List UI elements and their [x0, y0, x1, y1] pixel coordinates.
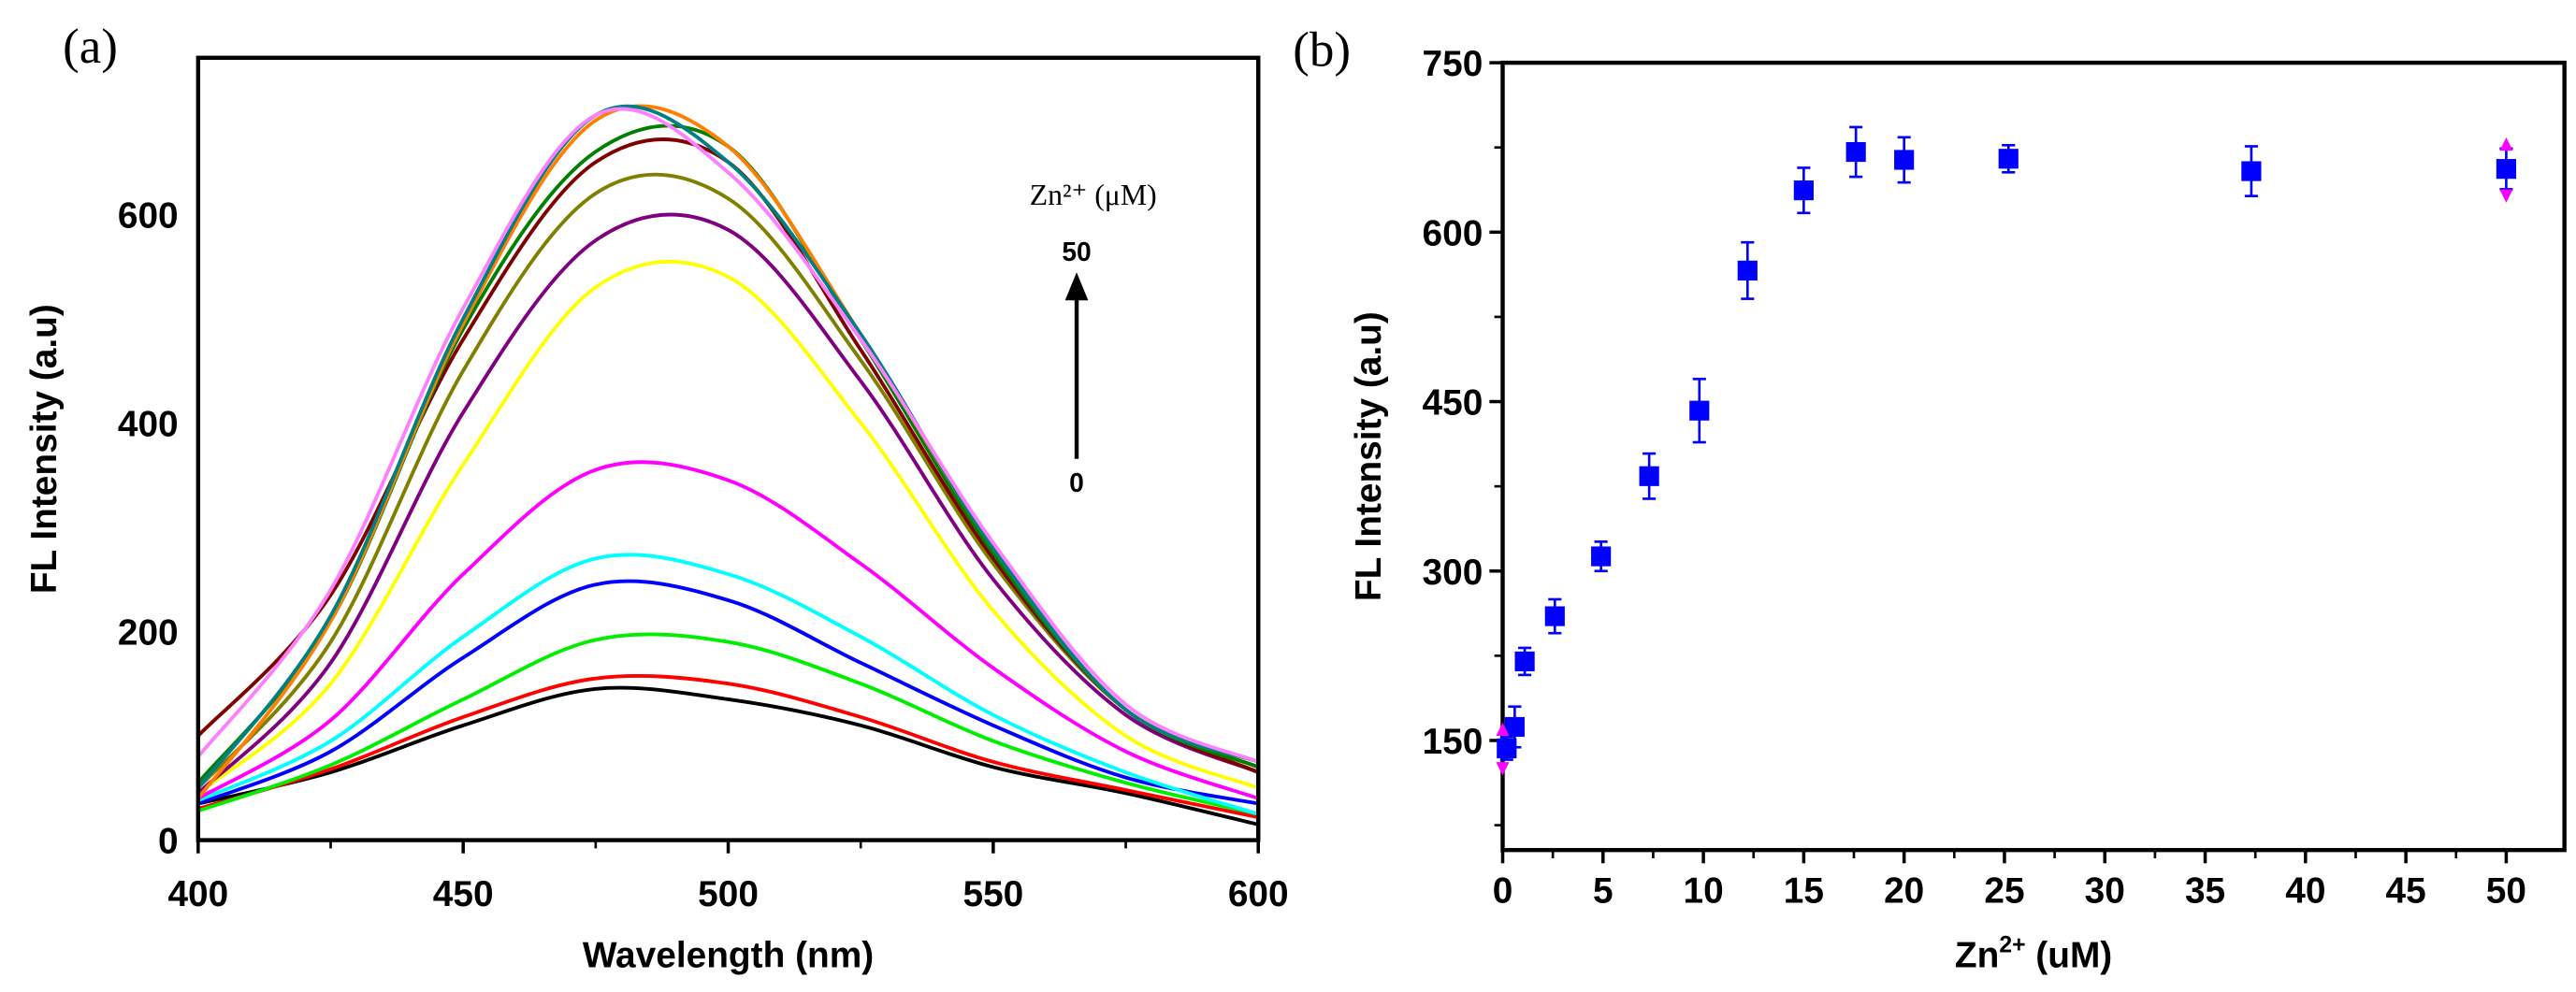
y-tick-label-a: 200 [118, 613, 179, 654]
x-tick-label-b: 30 [2085, 871, 2125, 912]
x-tick-label-b: 5 [1593, 871, 1614, 912]
data-point-square [1504, 716, 1525, 738]
spectrum-line-4 [197, 553, 1259, 816]
data-point-square [1514, 651, 1535, 672]
y-tick-label-a: 400 [118, 404, 179, 444]
data-point-square [1497, 738, 1517, 759]
x-tick-label-a: 450 [433, 874, 494, 914]
spectrum-line-7 [196, 212, 1259, 795]
x-tick-label-a: 500 [698, 874, 759, 914]
triangle-marker [2499, 189, 2513, 203]
data-point-square [1591, 546, 1612, 567]
x-tick-label-a: 400 [167, 874, 228, 914]
y-tick-label-b: 300 [1423, 553, 1483, 593]
data-point-square [1998, 149, 2019, 169]
spectrum-line-2 [197, 632, 1259, 816]
x-axis-label-b: Zn2+ (uM) [1955, 933, 2112, 976]
data-point-square [1845, 141, 1866, 163]
data-point-square [1793, 180, 1814, 201]
spectrum-line-12 [196, 104, 1259, 789]
data-point-square [1639, 466, 1659, 486]
triangle-marker [2499, 137, 2513, 151]
x-tick-label-a: 600 [1228, 874, 1289, 914]
spectrum-line-13 [196, 107, 1259, 764]
arrow-up-icon [1064, 272, 1089, 301]
x-tick-label-b: 45 [2386, 871, 2426, 912]
x-tick-label-b: 15 [1784, 871, 1824, 912]
y-tick-label-b: 600 [1423, 213, 1483, 253]
x-axis-label-a: Wavelength (nm) [583, 936, 874, 976]
x-tick-label-b: 50 [2486, 871, 2526, 912]
x-tick-label-b: 35 [2185, 871, 2225, 912]
spectrum-line-3 [197, 579, 1259, 806]
data-point-square [2496, 159, 2517, 180]
x-tick-label-b: 0 [1493, 871, 1513, 912]
x-tick-label-b: 25 [1984, 871, 2024, 912]
panel-b: (b) 0 5 10 15 20 25 30 35 40 45 50 150 300 450 600 750 Zn… [1293, 23, 2567, 976]
data-point-square [1737, 260, 1758, 280]
spectrum-line-1 [197, 673, 1259, 819]
x-tick-label-b: 10 [1683, 871, 1723, 912]
x-tick-label-b: 20 [1884, 871, 1924, 912]
annotation-top-label: 50 [1062, 237, 1091, 266]
panel-label-a: (a) [63, 20, 118, 74]
triangle-marker [1496, 762, 1510, 776]
y-tick-label-b: 450 [1423, 383, 1483, 424]
x-tick-label-b: 40 [2285, 871, 2325, 912]
spectrum-line-6 [196, 259, 1259, 795]
data-point-square [1894, 150, 1915, 170]
y-axis-label-b: FL Intensity (a.u) [1349, 311, 1389, 601]
annotation-bottom-label: 0 [1069, 467, 1084, 497]
y-tick-label-a: 0 [158, 822, 179, 862]
y-tick-label-a: 600 [118, 195, 179, 236]
spectrum-line-0 [197, 685, 1259, 827]
y-tick-label-b: 750 [1423, 44, 1483, 84]
data-point-square [1544, 606, 1565, 626]
y-tick-label-b: 150 [1423, 722, 1483, 762]
plot-frame-b [1500, 60, 2567, 853]
spectrum-line-5 [196, 460, 1259, 800]
annotation-title: Zn²⁺ (μM) [1030, 179, 1157, 211]
data-point-square [2241, 161, 2262, 181]
data-point-square [1689, 400, 1710, 421]
panel-label-b: (b) [1293, 23, 1351, 78]
x-tick-label-a: 550 [962, 874, 1023, 914]
triangle-marker [1496, 722, 1510, 736]
y-axis-label-a: FL Intensity (a.u) [24, 304, 65, 594]
